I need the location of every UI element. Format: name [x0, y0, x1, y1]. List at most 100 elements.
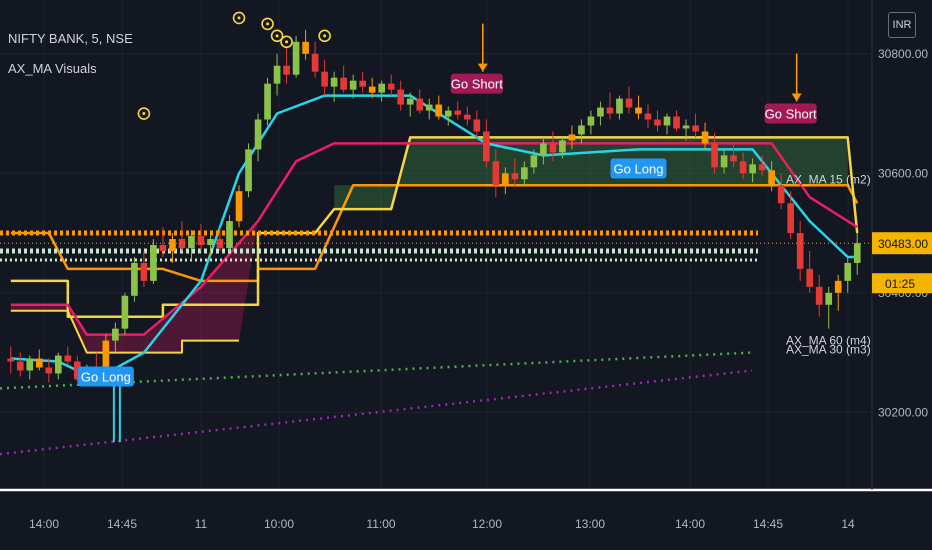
- symbol-title: NIFTY BANK, 5, NSE: [8, 31, 133, 46]
- time-tick-label: 14:00: [675, 517, 705, 531]
- candle-body: [616, 98, 623, 114]
- candle: [283, 47, 290, 84]
- candle-body: [530, 155, 538, 168]
- price-tick-label: 30600.00: [878, 166, 928, 180]
- candle-body: [235, 191, 243, 222]
- candle: [435, 95, 443, 120]
- time-tick-label: 10:00: [264, 517, 294, 531]
- candle-body: [397, 89, 405, 105]
- candle-body: [635, 107, 642, 114]
- price-tick-label: 30800.00: [878, 47, 928, 61]
- candle-body: [207, 239, 214, 245]
- candle: [378, 80, 386, 102]
- candle-body: [692, 125, 699, 132]
- candle: [502, 167, 509, 195]
- candle: [473, 110, 481, 138]
- ma-label: AX_MA 15 (m2): [786, 172, 871, 186]
- candle-body: [463, 114, 471, 120]
- candle-body: [825, 292, 833, 305]
- candle: [416, 89, 424, 114]
- candle-body: [815, 286, 823, 305]
- candle-body: [387, 83, 395, 90]
- candle-body: [188, 236, 195, 248]
- candle: [711, 132, 718, 174]
- go-long-signal: Go Long: [610, 158, 667, 179]
- go-short-signal: Go Short: [451, 23, 503, 94]
- candle: [796, 221, 804, 281]
- candle-body: [425, 104, 433, 111]
- candle: [815, 274, 823, 317]
- candle: [540, 137, 547, 165]
- time-tick-label: 11:00: [366, 517, 395, 531]
- candle-body: [112, 328, 119, 341]
- candle-body: [720, 155, 728, 168]
- candle: [597, 101, 604, 126]
- candle: [482, 119, 490, 168]
- candle-body: [758, 164, 766, 171]
- countdown-bg: [872, 273, 932, 294]
- candle-body: [568, 134, 576, 141]
- candle: [292, 35, 300, 78]
- candle-body: [273, 65, 281, 84]
- candle-body: [45, 367, 53, 374]
- candle-body: [150, 245, 157, 281]
- candle: [587, 110, 595, 135]
- candle-body: [197, 236, 205, 245]
- candle-body: [102, 340, 110, 371]
- candle-body: [140, 262, 148, 281]
- candle: [692, 113, 699, 138]
- candle-body: [644, 113, 652, 120]
- candles: [7, 29, 861, 386]
- purple-dotted-ma: [0, 369, 753, 456]
- candle: [787, 191, 794, 240]
- candle-body: [54, 355, 62, 374]
- high-marker-dot: [266, 22, 270, 26]
- candle-body: [654, 119, 661, 126]
- candle: [654, 110, 661, 132]
- candle: [616, 95, 623, 120]
- candle: [16, 352, 24, 377]
- candle: [406, 92, 414, 117]
- candle-body: [540, 143, 547, 156]
- candle: [844, 256, 852, 293]
- time-tick-label: 14:45: [107, 517, 137, 531]
- candle-body: [26, 358, 34, 371]
- candle: [768, 161, 775, 192]
- high-marker-icon: [261, 17, 274, 31]
- high-marker-dot: [275, 34, 279, 38]
- high-marker-ring: [232, 11, 246, 25]
- signal-label: Go Long: [614, 162, 664, 177]
- candle: [559, 137, 566, 159]
- candle: [235, 185, 243, 228]
- candle-body: [454, 110, 462, 115]
- candle: [739, 152, 747, 180]
- candle: [264, 77, 271, 126]
- candle: [568, 125, 576, 150]
- candle-body: [131, 262, 138, 296]
- candle: [625, 86, 633, 114]
- candle: [720, 149, 728, 174]
- candle: [425, 98, 433, 120]
- high-marker-ring: [137, 107, 151, 120]
- signal-box: [77, 366, 134, 387]
- candle-body: [35, 358, 43, 368]
- candle: [330, 71, 338, 102]
- candle: [777, 173, 785, 210]
- candle-body: [416, 98, 424, 111]
- ma-label: AX_MA 60 (m4): [786, 334, 871, 348]
- candle-body: [473, 119, 481, 132]
- candle: [54, 352, 62, 380]
- candle-body: [292, 41, 300, 75]
- signal-label: Go Short: [765, 107, 817, 122]
- high-marker-dot: [142, 112, 146, 116]
- candle: [549, 131, 557, 162]
- currency-badge[interactable]: INR: [888, 12, 916, 38]
- candle: [749, 158, 756, 183]
- candle-body: [739, 161, 747, 174]
- signal-label: Go Short: [451, 77, 503, 92]
- candle: [454, 101, 462, 120]
- high-marker-icon: [280, 35, 293, 49]
- candle: [673, 110, 680, 132]
- countdown-badge: 01:25: [872, 273, 932, 294]
